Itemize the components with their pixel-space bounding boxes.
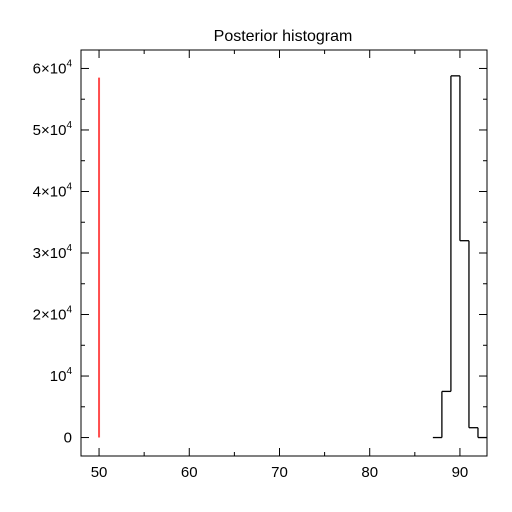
y-tick-label: 6×104: [33, 58, 73, 77]
y-tick-label-exponent: 4: [66, 120, 72, 131]
y-tick-label: 4×104: [33, 181, 73, 200]
x-tick-label: 80: [361, 464, 378, 481]
y-tick-label-exponent: 4: [66, 58, 72, 69]
y-tick-label: 2×104: [33, 305, 73, 324]
y-tick-label-exponent: 4: [66, 366, 72, 377]
y-tick-label: 3×104: [33, 243, 73, 262]
x-tick-label: 70: [271, 464, 288, 481]
y-tick-label-base: 2×10: [33, 307, 67, 324]
x-tick-label: 60: [181, 464, 198, 481]
y-tick-label-base: 4×10: [33, 183, 67, 200]
y-tick-label: 104: [50, 366, 73, 385]
y-tick-label-exponent: 4: [66, 305, 72, 316]
y-tick-label-base: 0: [64, 430, 72, 447]
y-tick-label: 5×104: [33, 120, 73, 139]
plot-data: [98, 75, 487, 439]
y-tick-label-base: 6×10: [33, 60, 67, 77]
y-tick-label-base: 10: [50, 368, 67, 385]
y-tick-label-base: 5×10: [33, 122, 67, 139]
x-tick-label: 50: [91, 464, 108, 481]
plot-frame: [80, 49, 488, 457]
y-tick-label-exponent: 4: [66, 243, 72, 254]
chart-title: Posterior histogram: [214, 28, 353, 45]
x-tick-label: 90: [452, 464, 469, 481]
y-tick-label: 0: [64, 430, 72, 447]
axis-ticks: [81, 50, 487, 456]
y-tick-label-exponent: 4: [66, 181, 72, 192]
y-tick-label-base: 3×10: [33, 245, 67, 262]
